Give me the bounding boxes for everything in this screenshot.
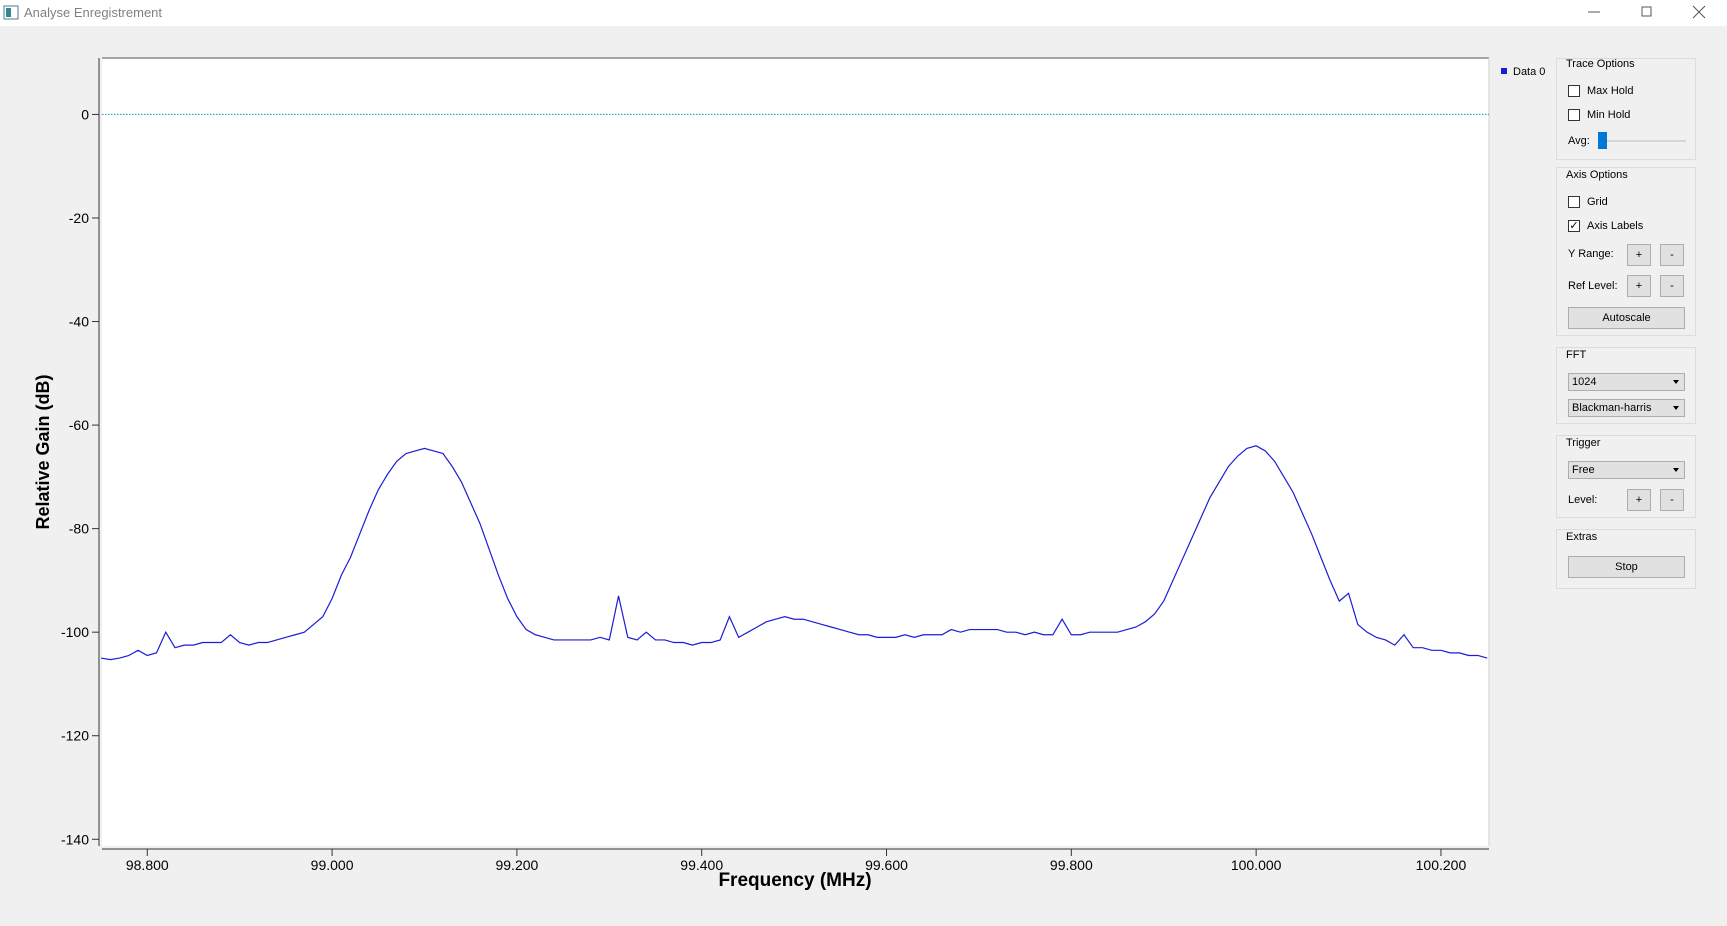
y-tick-label: -60 [69, 417, 89, 433]
avg-slider[interactable] [1598, 132, 1607, 149]
window-controls [1588, 5, 1706, 19]
trigger-level-label: Level: [1568, 494, 1598, 506]
x-tick-label: 99.400 [680, 857, 723, 873]
trigger-level-minus[interactable]: - [1660, 489, 1684, 511]
autoscale-button[interactable]: Autoscale [1568, 307, 1685, 329]
group-title: FFT [1566, 349, 1587, 361]
checkbox-label: Min Hold [1587, 109, 1631, 121]
x-tick-label: 100.000 [1231, 857, 1282, 873]
checkbox-label: Axis Labels [1587, 220, 1644, 232]
x-tick-label: 99.600 [865, 857, 908, 873]
ref-level-minus[interactable]: - [1660, 275, 1684, 297]
y-axis-label: Relative Gain (dB) [33, 374, 53, 529]
y-tick-label: -140 [61, 831, 89, 847]
checkbox[interactable] [1568, 85, 1580, 97]
x-tick-label: 99.000 [311, 857, 354, 873]
y-tick-label: -20 [69, 210, 89, 226]
x-tick-label: 99.800 [1050, 857, 1093, 873]
ref-level-label: Ref Level: [1568, 280, 1618, 292]
fft-group [1556, 347, 1696, 424]
y-range-label: Y Range: [1568, 248, 1614, 260]
y-tick-label: 0 [81, 106, 89, 122]
avg-label: Avg: [1568, 135, 1590, 147]
data-line [100, 445, 1488, 661]
group-title: Trigger [1566, 437, 1601, 449]
stop-button[interactable]: Stop [1568, 556, 1685, 578]
y-tick-label: -40 [69, 314, 89, 330]
x-tick-label: 99.200 [495, 857, 538, 873]
checkbox-label: Max Hold [1587, 85, 1634, 97]
y-range-minus[interactable]: - [1660, 244, 1684, 266]
trace-options-group [1556, 58, 1696, 160]
y-tick-label: -120 [61, 728, 89, 744]
chart: Frequency (MHz) Relative Gain (dB) -140 -… [33, 57, 1545, 891]
x-tick-label: 98.800 [126, 857, 169, 873]
checkbox-label: Grid [1587, 196, 1608, 208]
y-tick-label: -100 [61, 624, 89, 640]
ref-level-plus[interactable]: + [1627, 275, 1651, 297]
avg-slider-track [1600, 140, 1686, 142]
axis-options-group [1556, 167, 1696, 336]
trigger-mode-dropdown[interactable]: Free [1568, 461, 1685, 479]
fft-window-dropdown[interactable]: Blackman-harris [1568, 399, 1685, 417]
x-tick-label: 100.200 [1416, 857, 1467, 873]
legend-swatch [1501, 68, 1507, 74]
title-bar: Analyse Enregistrement [0, 0, 1727, 26]
y-range-plus[interactable]: + [1627, 244, 1651, 266]
app-icon [3, 5, 19, 20]
plot-area [102, 58, 1489, 846]
y-tick-label: -80 [69, 521, 89, 537]
legend-label: Data 0 [1513, 66, 1545, 78]
checkbox[interactable]: ✓ [1568, 220, 1580, 232]
checkbox[interactable] [1568, 109, 1580, 121]
x-axis-label: Frequency (MHz) [718, 870, 871, 891]
group-title: Extras [1566, 531, 1598, 543]
restore-button[interactable] [1641, 6, 1652, 17]
trigger-level-plus[interactable]: + [1627, 489, 1651, 511]
group-title: Trace Options [1566, 58, 1635, 70]
fft-size-dropdown[interactable]: 1024 [1568, 373, 1685, 391]
group-title: Axis Options [1566, 169, 1628, 181]
extras-group [1556, 529, 1696, 589]
checkbox[interactable] [1568, 196, 1580, 208]
window-title: Analyse Enregistrement [24, 5, 163, 20]
trigger-group [1556, 435, 1696, 518]
close-button[interactable] [1692, 5, 1706, 19]
